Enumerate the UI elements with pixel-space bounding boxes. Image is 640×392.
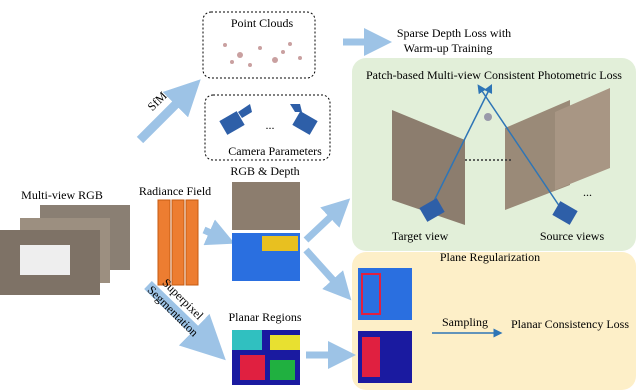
- label: Sampling: [442, 315, 488, 329]
- source-view: [505, 100, 570, 210]
- arrow: [303, 198, 351, 243]
- label: Point Clouds: [231, 16, 294, 30]
- sample-region: [362, 337, 380, 377]
- camera-box: [204, 94, 331, 161]
- label: Sparse Depth Loss with: [397, 26, 511, 40]
- camera-icons: [419, 198, 578, 225]
- arrow: [202, 219, 235, 246]
- ellipsis: ...: [583, 185, 592, 199]
- target-view: [392, 110, 465, 225]
- depth-image: [262, 236, 298, 251]
- camera-icons: [219, 104, 318, 135]
- radiance-field: [157, 199, 199, 286]
- plane-panel: [352, 252, 636, 390]
- label: Planar Regions: [229, 310, 302, 324]
- point-cloud: [223, 42, 302, 67]
- label: Radiance Field: [139, 184, 211, 198]
- panel-title: Patch-based Multi-view Consistent Photom…: [366, 68, 622, 82]
- label: Warm-up Training: [404, 41, 493, 55]
- arrow: [144, 281, 226, 361]
- label: Target view: [392, 229, 449, 243]
- label: RGB & Depth: [230, 164, 299, 178]
- arrow: [136, 79, 201, 144]
- source-view: [555, 88, 610, 190]
- rays: [431, 83, 563, 211]
- panel-title: Plane Regularization: [440, 250, 540, 264]
- sample-region: [361, 273, 381, 315]
- ellipsis: ...: [266, 118, 275, 132]
- planar-image: [232, 330, 300, 385]
- rgb-image: [232, 182, 300, 230]
- label: Planar Consistency Loss: [511, 317, 629, 331]
- arrow: [303, 247, 352, 301]
- label: Camera Parameters: [228, 144, 322, 158]
- rgb-images: [0, 205, 130, 295]
- label: Multi-view RGB: [21, 188, 103, 202]
- point: [484, 113, 492, 121]
- point-cloud-box: [202, 11, 316, 79]
- label: Source views: [540, 229, 605, 243]
- depth-sample: [358, 268, 412, 320]
